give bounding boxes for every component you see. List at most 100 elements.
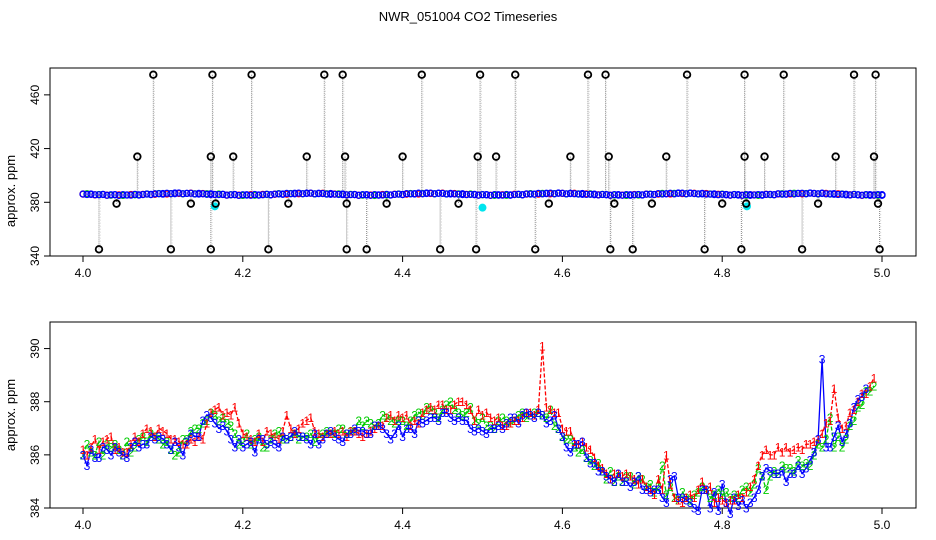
series-2-point-label: 2 <box>207 406 214 420</box>
series-1-point-label: 1 <box>559 422 566 436</box>
series-3-point-label: 3 <box>124 451 131 465</box>
series-2-point-label: 2 <box>148 427 155 441</box>
baseline-point <box>323 190 331 198</box>
series-2-point-label: 2 <box>291 427 298 441</box>
series-1-point-label: 1 <box>691 491 698 505</box>
baseline-point <box>219 190 227 198</box>
series-3-point-label: 3 <box>511 411 518 425</box>
baseline-point <box>710 190 718 198</box>
series-1-point-label: 1 <box>607 472 614 486</box>
series-3-point-label: 3 <box>128 440 135 454</box>
series-2-point-label: 2 <box>176 446 183 460</box>
series-3-point-label: 3 <box>207 411 214 425</box>
top-marks <box>79 70 886 254</box>
baseline-point <box>726 191 734 199</box>
baseline-point <box>670 190 678 198</box>
series-2-point-label: 2 <box>156 432 163 446</box>
series-2-point-label: 2 <box>491 422 498 436</box>
series-1-point-label: 1 <box>695 483 702 497</box>
series-2-point-label: 2 <box>551 419 558 433</box>
series-2-point-label: 2 <box>727 491 734 505</box>
series-2-point-label: 2 <box>587 454 594 468</box>
series-2-point-label: 2 <box>679 486 686 500</box>
baseline-point <box>279 190 287 198</box>
series-2-point-label: 2 <box>579 443 586 457</box>
series-1-point-label: 1 <box>403 409 410 423</box>
baseline-point <box>718 190 726 198</box>
series-3-point-label: 3 <box>531 411 538 425</box>
series-1-point-label: 1 <box>771 448 778 462</box>
series-2-point-label: 2 <box>627 470 634 484</box>
series-3-point-label: 3 <box>219 419 226 433</box>
series-3-point-label: 3 <box>807 454 814 468</box>
series-3-point-label: 3 <box>200 414 207 428</box>
series-2-point-label: 2 <box>771 464 778 478</box>
baseline-point <box>358 191 367 199</box>
series-2-point-label: 2 <box>531 406 538 420</box>
series-3-point-label: 3 <box>371 419 378 433</box>
series-3-point-label: 3 <box>719 478 726 492</box>
series-1-point-label: 1 <box>144 422 151 436</box>
baseline-point <box>474 191 483 199</box>
baseline-point <box>562 190 571 198</box>
series-2-point-label: 2 <box>315 430 322 444</box>
series-3-point-label: 3 <box>855 393 862 407</box>
series-1-point-label: 1 <box>235 417 242 431</box>
series-2-point-label: 2 <box>387 414 394 428</box>
series-1-point-label: 1 <box>275 432 282 446</box>
series-3-point-label: 3 <box>571 438 578 452</box>
x-tick-label: 5.0 <box>874 518 891 532</box>
series-2-point-label: 2 <box>787 462 794 476</box>
series-3-point-label: 3 <box>591 456 598 470</box>
series-3-point-label: 3 <box>503 417 510 431</box>
series-1-point-label: 1 <box>535 403 542 417</box>
series-3-point-label: 3 <box>387 432 394 446</box>
series-2-point-label: 2 <box>80 448 87 462</box>
series-2-point-label: 2 <box>507 417 514 431</box>
series-3-point-label: 3 <box>323 427 330 441</box>
baseline-point <box>227 191 235 199</box>
series-3-point-label: 3 <box>715 504 722 518</box>
series-3-point-label: 3 <box>539 409 546 423</box>
baseline-point <box>578 189 587 198</box>
outlier-point <box>779 70 788 79</box>
series-3-point-label: 3 <box>196 430 203 444</box>
series-2-point-label: 2 <box>811 448 818 462</box>
series-2-point-label: 2 <box>803 456 810 470</box>
baseline-point <box>798 189 806 197</box>
series-1-point-label: 1 <box>315 427 322 441</box>
baseline-point <box>370 190 379 199</box>
series-1-point-label: 1 <box>743 486 750 500</box>
series-3-point-label: 3 <box>763 462 770 476</box>
series-2-point-label: 2 <box>431 406 438 420</box>
baseline-point <box>622 190 630 199</box>
baseline-point <box>666 189 674 197</box>
series-3-point-label: 3 <box>116 446 123 460</box>
baseline-point <box>442 190 451 198</box>
baseline-point <box>802 190 810 198</box>
series-1-point-label: 1 <box>627 470 634 484</box>
series-2-point-label: 2 <box>691 488 698 502</box>
series-2-point-label: 2 <box>172 448 179 462</box>
series-2-point-label: 2 <box>459 409 466 423</box>
y-tick-label: 388 <box>28 391 42 411</box>
baseline-point <box>638 191 646 199</box>
series-3-point-label: 3 <box>255 432 262 446</box>
series-2-point-label: 2 <box>827 411 834 425</box>
series-1-point-label: 1 <box>479 409 486 423</box>
baseline-point <box>746 191 754 199</box>
series-3-point-label: 3 <box>699 483 706 497</box>
baseline-point <box>630 191 638 199</box>
baseline-point <box>650 190 658 199</box>
series-2-point-label: 2 <box>643 480 650 494</box>
series-2-point-label: 2 <box>699 480 706 494</box>
series-1-point-label: 1 <box>843 419 850 433</box>
series-3-point-label: 3 <box>847 417 854 431</box>
series-2-point-label: 2 <box>371 419 378 433</box>
baseline-point <box>131 190 139 199</box>
series-1-point-label: 1 <box>451 398 458 412</box>
series-1-point-label: 1 <box>847 406 854 420</box>
baseline-point <box>842 190 850 198</box>
series-2-point-label: 2 <box>555 422 562 436</box>
baseline-point <box>754 190 762 199</box>
